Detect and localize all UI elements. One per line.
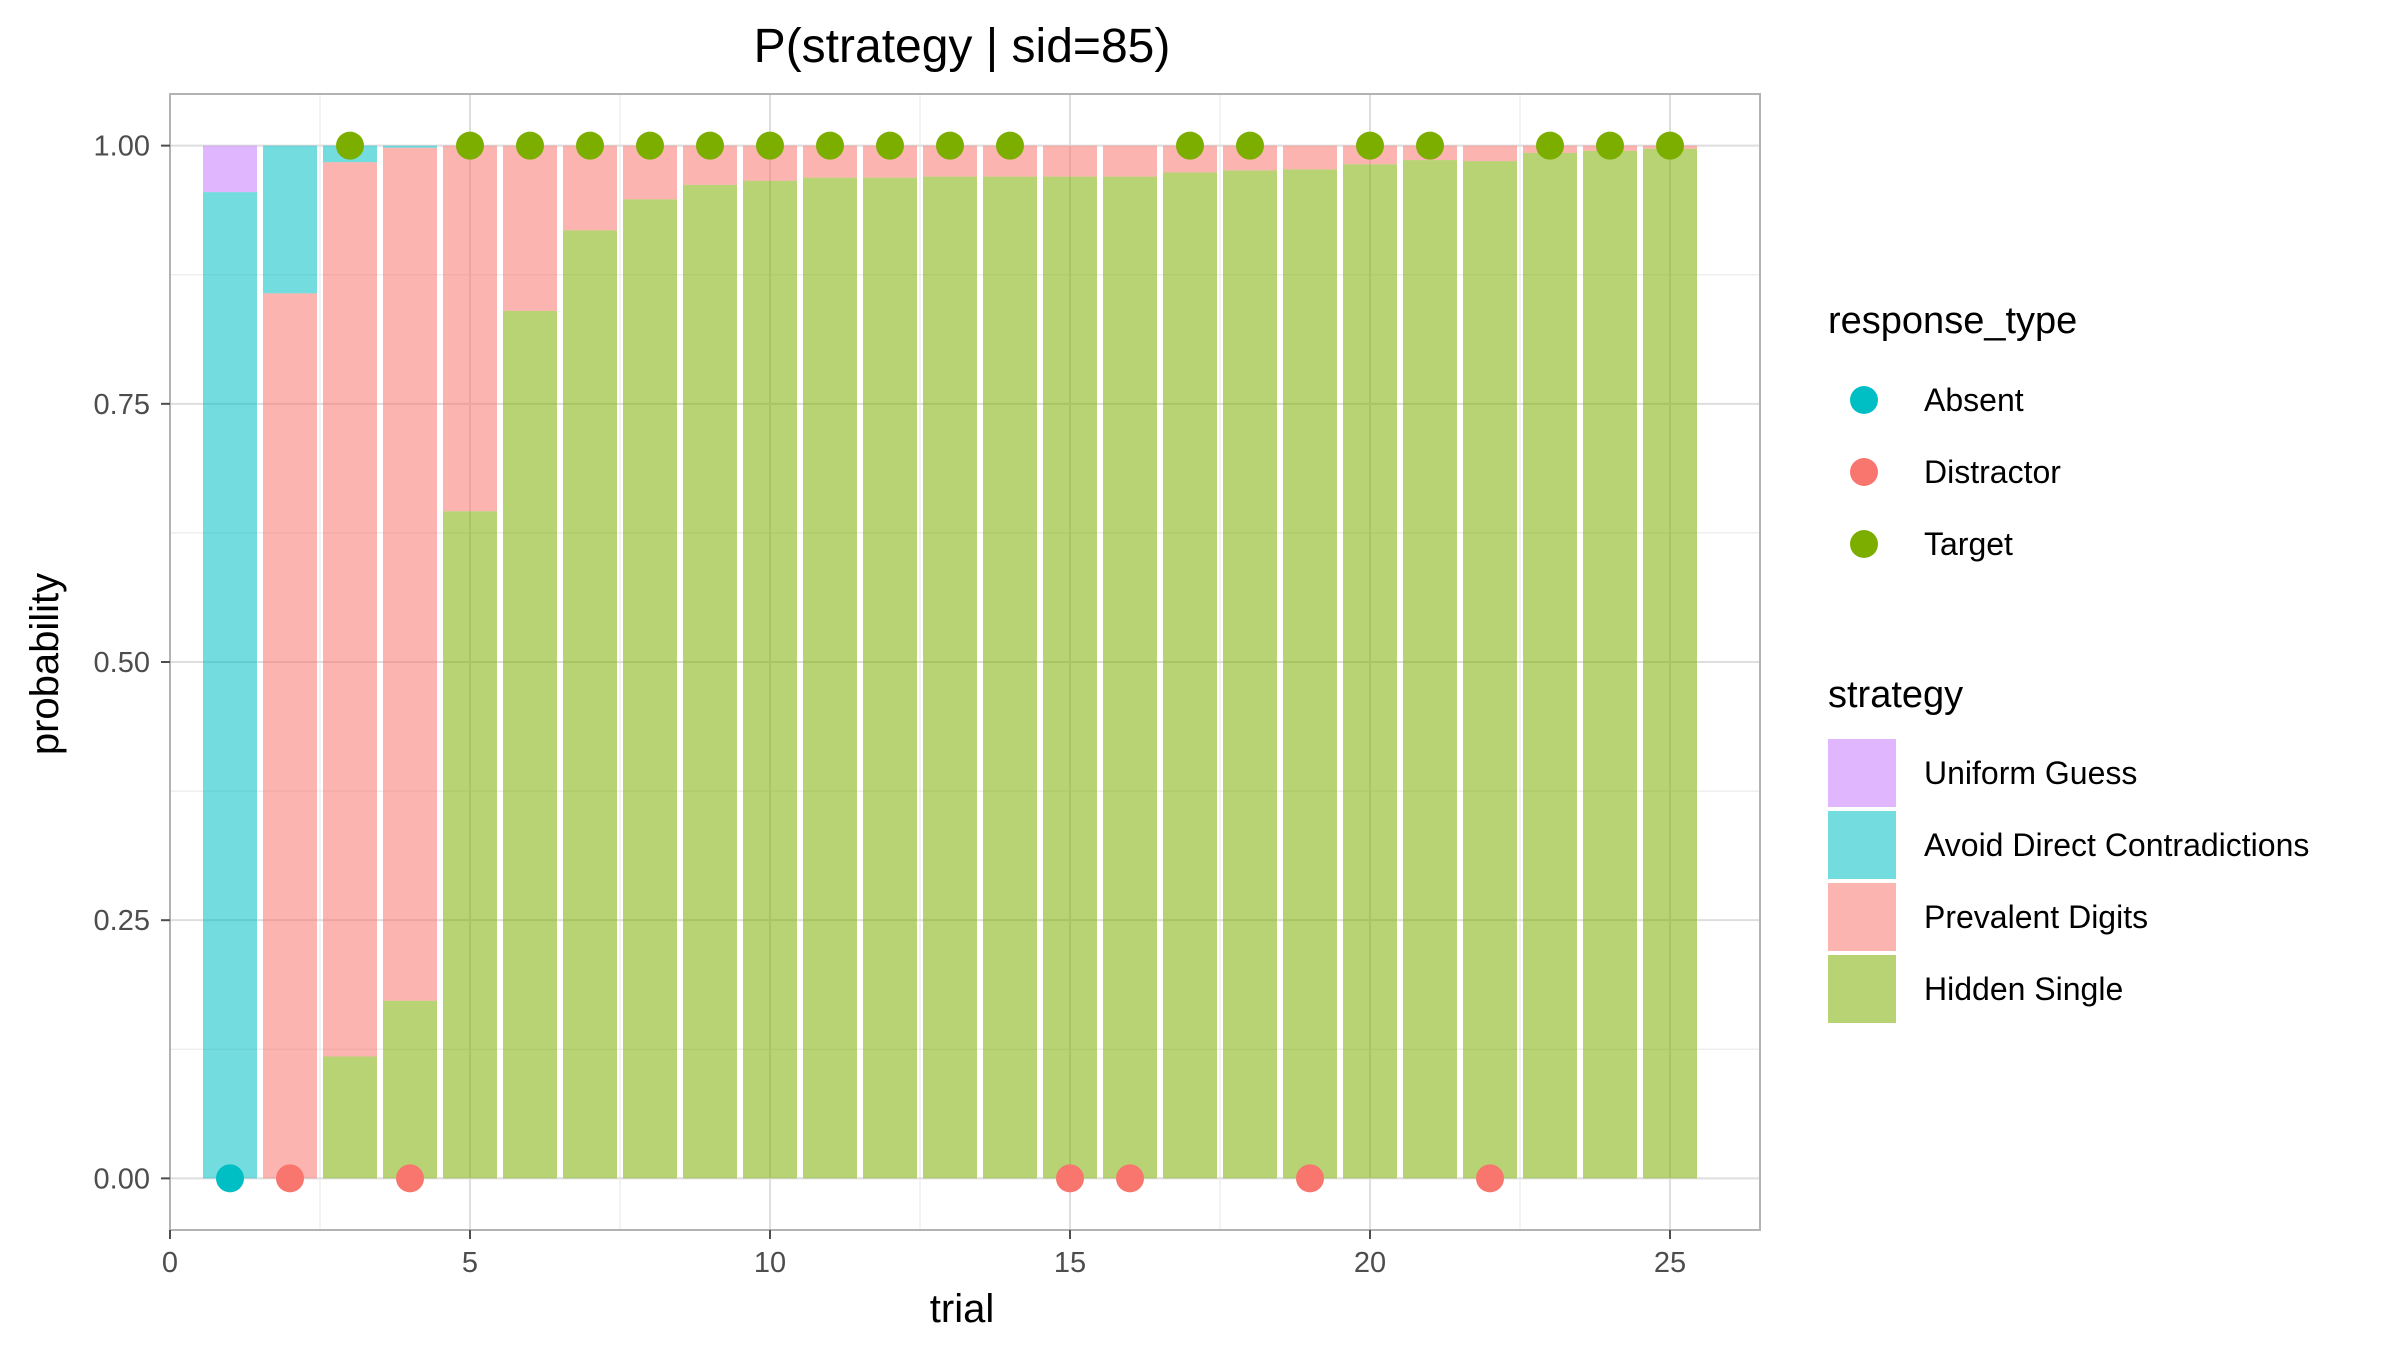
bar-hidden-single — [623, 199, 677, 1179]
bar-hidden-single — [1043, 176, 1097, 1179]
point-distractor — [1116, 1164, 1144, 1193]
legend-key-avoid-direct-contradictions — [1828, 811, 1896, 879]
bar-hidden-single — [563, 230, 617, 1179]
point-target — [996, 131, 1024, 160]
bar-hidden-single — [1463, 161, 1517, 1179]
legend-label-avoid-direct-contradictions: Avoid Direct Contradictions — [1924, 827, 2309, 863]
point-distractor — [1476, 1164, 1504, 1193]
bar-avoid-direct-contradictions — [263, 145, 317, 294]
point-target — [1236, 131, 1264, 160]
legend: response_type strategy Absent Distractor T… — [1828, 300, 2309, 1023]
legend-key-distractor — [1850, 458, 1878, 486]
point-target — [516, 131, 544, 160]
bar-hidden-single — [1163, 172, 1217, 1179]
y-tick-label: 0.75 — [94, 389, 150, 421]
bar-hidden-single — [1583, 150, 1637, 1179]
bars — [203, 145, 1697, 1179]
point-target — [816, 131, 844, 160]
bar-hidden-single — [1223, 170, 1277, 1179]
point-target — [1656, 131, 1684, 160]
point-target — [876, 131, 904, 160]
bar-prevalent-digits — [563, 145, 617, 231]
legend-key-target — [1850, 530, 1878, 558]
bar-hidden-single — [1283, 169, 1337, 1179]
y-tick-label: 0.50 — [94, 647, 150, 679]
points — [216, 131, 1684, 1193]
legend-key-uniform-guess — [1828, 739, 1896, 807]
legend-key-prevalent-digits — [1828, 883, 1896, 951]
point-distractor — [1296, 1164, 1324, 1193]
legend-label-hidden-single: Hidden Single — [1924, 971, 2123, 1007]
bar-avoid-direct-contradictions — [203, 192, 257, 1179]
legend-label-distractor: Distractor — [1924, 454, 2061, 490]
bar-hidden-single — [863, 177, 917, 1179]
point-target — [336, 131, 364, 160]
bar-uniform-guess — [203, 145, 257, 193]
x-tick-label: 25 — [1654, 1247, 1686, 1279]
point-distractor — [1056, 1164, 1084, 1193]
point-target — [456, 131, 484, 160]
bar-hidden-single — [323, 1056, 377, 1179]
point-target — [1536, 131, 1564, 160]
bar-prevalent-digits — [1103, 145, 1157, 177]
bar-avoid-direct-contradictions — [383, 145, 437, 148]
point-target — [1176, 131, 1204, 160]
chart-title: P(strategy | sid=85) — [754, 20, 1171, 73]
bar-hidden-single — [383, 1000, 437, 1179]
x-tick-label: 20 — [1354, 1247, 1386, 1279]
x-tick-label: 0 — [162, 1247, 178, 1279]
bar-hidden-single — [503, 310, 557, 1179]
y-axis-title: probability — [23, 573, 67, 755]
point-target — [1596, 131, 1624, 160]
x-tick-label: 10 — [754, 1247, 786, 1279]
bar-hidden-single — [1523, 152, 1577, 1179]
point-target — [1416, 131, 1444, 160]
bar-hidden-single — [683, 184, 737, 1179]
bar-hidden-single — [1403, 160, 1457, 1179]
bar-prevalent-digits — [1283, 145, 1337, 170]
point-target — [576, 131, 604, 160]
legend-label-prevalent-digits: Prevalent Digits — [1924, 899, 2148, 935]
x-tick-label: 5 — [462, 1247, 478, 1279]
legend-label-target: Target — [1924, 526, 2013, 562]
y-tick-label: 0.00 — [94, 1163, 150, 1195]
legend-label-absent: Absent — [1924, 382, 2024, 418]
bar-hidden-single — [983, 176, 1037, 1179]
bar-hidden-single — [743, 180, 797, 1179]
legend-label-uniform-guess: Uniform Guess — [1924, 755, 2137, 791]
bar-hidden-single — [1343, 164, 1397, 1179]
bar-prevalent-digits — [1463, 145, 1517, 162]
point-target — [756, 131, 784, 160]
legend-title-response-type: response_type — [1828, 300, 2077, 342]
point-target — [1356, 131, 1384, 160]
legend-key-hidden-single — [1828, 955, 1896, 1023]
point-distractor — [276, 1164, 304, 1193]
x-axis-title: trial — [930, 1287, 994, 1331]
x-tick-label: 15 — [1054, 1247, 1086, 1279]
y-tick-label: 0.25 — [94, 905, 150, 937]
bar-hidden-single — [803, 177, 857, 1179]
point-target — [636, 131, 664, 160]
bar-prevalent-digits — [443, 145, 497, 512]
bar-prevalent-digits — [263, 293, 317, 1179]
axes: 0 5 10 15 20 25 0.00 0.25 0.50 0.75 1.00 — [94, 93, 1761, 1279]
point-absent — [216, 1164, 244, 1193]
bar-prevalent-digits — [323, 162, 377, 1057]
bar-hidden-single — [443, 511, 497, 1179]
bar-hidden-single — [1643, 148, 1697, 1179]
point-target — [696, 131, 724, 160]
legend-title-strategy: strategy — [1828, 674, 1963, 716]
bar-hidden-single — [1103, 176, 1157, 1179]
y-tick-label: 1.00 — [94, 131, 150, 163]
point-target — [936, 131, 964, 160]
point-distractor — [396, 1164, 424, 1193]
bar-prevalent-digits — [503, 145, 557, 311]
bar-hidden-single — [923, 176, 977, 1179]
bar-prevalent-digits — [383, 147, 437, 1001]
bar-prevalent-digits — [1043, 145, 1097, 177]
legend-key-absent — [1850, 386, 1878, 414]
